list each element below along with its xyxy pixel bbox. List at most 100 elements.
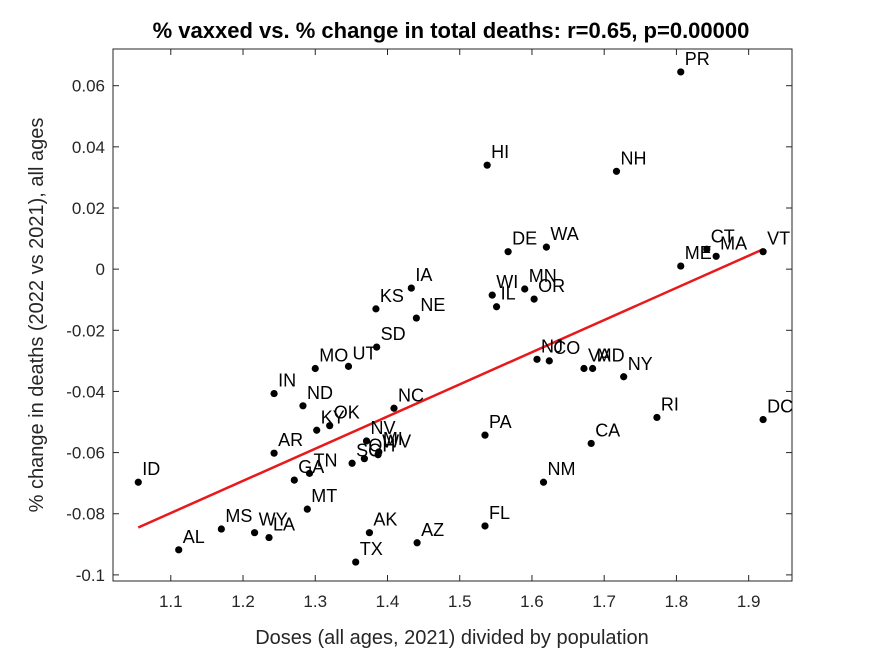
x-tick-label: 1.5	[448, 592, 472, 611]
point-label-ia: IA	[415, 265, 432, 285]
point-label-mi: MI	[383, 429, 403, 449]
y-axis: -0.1 -0.08 -0.06 -0.04 -0.02 0 0.02 0.04 0.06	[66, 77, 792, 585]
data-point-ga	[290, 476, 298, 484]
data-point-or	[530, 295, 538, 303]
y-tick-label: -0.08	[66, 505, 105, 524]
point-label-sd: SD	[381, 324, 406, 344]
plot-area	[112, 48, 793, 582]
point-label-ut: UT	[352, 343, 376, 363]
point-label-co: CO	[553, 338, 580, 358]
x-tick-label: 1.3	[303, 592, 327, 611]
data-point-pa	[481, 431, 489, 439]
data-point-vt	[759, 248, 767, 256]
data-point-ok	[326, 422, 334, 430]
data-point-va	[580, 364, 588, 373]
data-point-al	[175, 546, 183, 554]
data-point-ak	[365, 529, 374, 537]
data-point-hi	[483, 161, 491, 169]
y-tick-label: 0	[96, 260, 105, 279]
point-label-ak: AK	[373, 510, 397, 530]
x-axis: 1.1 1.2 1.3 1.4 1.5 1.6 1.7 1.8 1.9	[159, 49, 761, 611]
y-tick-label: 0.06	[72, 77, 105, 96]
data-point-az	[413, 539, 421, 547]
y-tick-label: 0.02	[72, 199, 105, 218]
point-label-in: IN	[278, 371, 296, 391]
data-point-nd	[299, 402, 307, 410]
y-tick-label: -0.06	[66, 444, 105, 463]
data-point-mt	[303, 505, 311, 513]
point-label-wa: WA	[550, 224, 578, 244]
x-tick-label: 1.2	[231, 592, 255, 611]
data-point-il	[492, 303, 501, 311]
point-label-pa: PA	[489, 412, 512, 432]
y-tick-label: -0.1	[76, 566, 105, 585]
point-label-ks: KS	[380, 286, 404, 306]
y-tick-label: -0.02	[66, 321, 105, 340]
data-point-ri	[653, 413, 661, 422]
data-point-sd	[373, 343, 381, 351]
data-point-tn	[305, 469, 314, 477]
chart-title: % vaxxed vs. % change in total deaths: r…	[153, 18, 750, 43]
point-label-fl: FL	[489, 503, 510, 523]
data-point-fl	[481, 522, 489, 530]
data-point-ut	[344, 362, 353, 370]
point-label-ne: NE	[420, 295, 445, 315]
point-label-ar: AR	[278, 430, 303, 450]
data-point-ia	[407, 284, 415, 292]
point-label-mt: MT	[311, 486, 337, 506]
point-label-al: AL	[183, 527, 205, 547]
point-label-ct: CT	[711, 226, 735, 246]
point-label-ri: RI	[661, 394, 679, 414]
data-point-nm	[539, 478, 548, 486]
point-label-nv: NV	[371, 418, 396, 438]
point-label-mn: MN	[529, 266, 557, 286]
data-point-ky	[313, 426, 321, 434]
x-tick-label: 1.1	[159, 592, 183, 611]
data-point-co	[545, 357, 553, 365]
data-point-wi	[488, 291, 496, 299]
data-point-nc	[390, 404, 398, 412]
y-axis-label: % change in deaths (2022 vs 2021), all a…	[26, 118, 48, 513]
data-point-de	[504, 248, 512, 256]
data-point-nh	[612, 167, 621, 175]
point-label-wi: WI	[496, 272, 518, 292]
point-label-nc: NC	[398, 385, 424, 405]
point-label-ma: MA	[720, 233, 747, 253]
point-label-mo: MO	[319, 346, 348, 366]
x-tick-label: 1.4	[376, 592, 400, 611]
point-label-md: MD	[597, 346, 625, 366]
x-axis-label: Doses (all ages, 2021) divided by popula…	[255, 627, 649, 649]
point-label-nm: NM	[548, 459, 576, 479]
point-label-dc: DC	[767, 397, 793, 417]
data-point-ks	[372, 305, 380, 313]
x-tick-label: 1.6	[520, 592, 544, 611]
point-label-ms: MS	[225, 506, 252, 526]
data-point-dc	[759, 415, 767, 424]
point-label-va: VA	[588, 346, 611, 366]
data-point-ne	[412, 314, 420, 322]
point-label-oh: OH	[368, 436, 395, 456]
data-point-tx	[352, 558, 360, 566]
point-label-ok: OK	[334, 403, 360, 423]
x-tick-label: 1.7	[592, 592, 616, 611]
x-tick-label: 1.9	[737, 592, 761, 611]
data-point-ca	[587, 439, 595, 448]
data-point-ct	[703, 245, 711, 253]
point-label-nh: NH	[620, 148, 646, 168]
point-label-il: IL	[501, 284, 516, 304]
point-label-wy: WY	[259, 510, 288, 530]
data-point-id	[134, 478, 142, 486]
point-label-wv: WV	[382, 432, 411, 452]
point-label-la: LA	[273, 515, 295, 535]
point-label-de: DE	[512, 229, 537, 249]
data-point-mn	[521, 285, 529, 293]
data-point-ms	[217, 525, 225, 533]
data-point-nv	[362, 437, 371, 445]
point-label-vt: VT	[767, 229, 790, 249]
point-label-az: AZ	[421, 520, 444, 540]
data-point-wy	[250, 529, 259, 537]
point-label-id: ID	[142, 459, 160, 479]
